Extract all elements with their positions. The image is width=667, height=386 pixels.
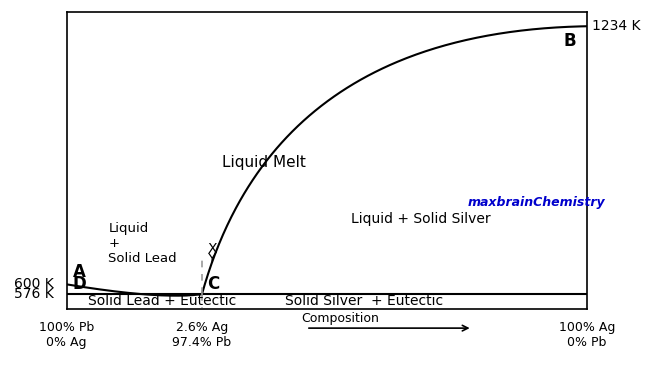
Text: 100% Ag: 100% Ag: [559, 321, 615, 334]
Text: X: X: [207, 242, 217, 256]
Text: Solid Lead + Eutectic: Solid Lead + Eutectic: [87, 295, 235, 308]
Text: Y: Y: [207, 252, 215, 266]
Text: Liquid
+
Solid Lead: Liquid + Solid Lead: [108, 222, 177, 265]
Text: Solid Silver  + Eutectic: Solid Silver + Eutectic: [285, 295, 444, 308]
Text: 600 K: 600 K: [14, 278, 53, 291]
Text: 0% Ag: 0% Ag: [47, 335, 87, 349]
Text: maxbrainChemistry: maxbrainChemistry: [468, 196, 605, 210]
Text: 100% Pb: 100% Pb: [39, 321, 94, 334]
Text: 0% Pb: 0% Pb: [567, 335, 607, 349]
Text: 1234 K: 1234 K: [592, 19, 641, 33]
Text: 2.6% Ag: 2.6% Ag: [176, 321, 228, 334]
Text: 576 K: 576 K: [14, 287, 53, 301]
Text: Composition: Composition: [301, 312, 379, 325]
Text: C: C: [207, 275, 219, 293]
Text: Liquid + Solid Silver: Liquid + Solid Silver: [351, 212, 490, 226]
Text: B: B: [564, 32, 576, 50]
Text: Liquid Melt: Liquid Melt: [223, 155, 306, 170]
Text: A: A: [73, 263, 86, 281]
Text: 97.4% Pb: 97.4% Pb: [172, 335, 231, 349]
Text: D: D: [73, 275, 87, 293]
